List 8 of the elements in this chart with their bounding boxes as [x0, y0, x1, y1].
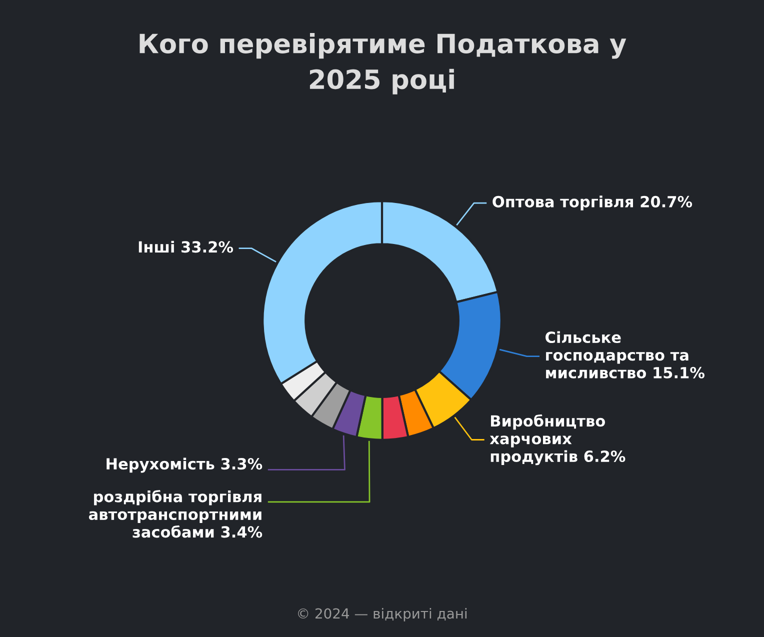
slice-label: роздрібна торгівля автотранспортними засобами 3.4%: [88, 490, 262, 538]
slice-label: Інші 33.2%: [138, 240, 234, 253]
slice-label: Оптова торгівля 20.7%: [492, 196, 692, 210]
slice-label: Нерухомість 3.3%: [106, 458, 262, 473]
text: © 2024 — відкриті дані: [298, 608, 467, 622]
chart-title: Кого перевірятиме Податкова у 2025 році: [140, 33, 626, 94]
slice-label: Сільське господарство та мисливство 15.1%: [546, 331, 704, 378]
slice-label: Виробництво харчових продуктів 6.2%: [490, 414, 626, 466]
